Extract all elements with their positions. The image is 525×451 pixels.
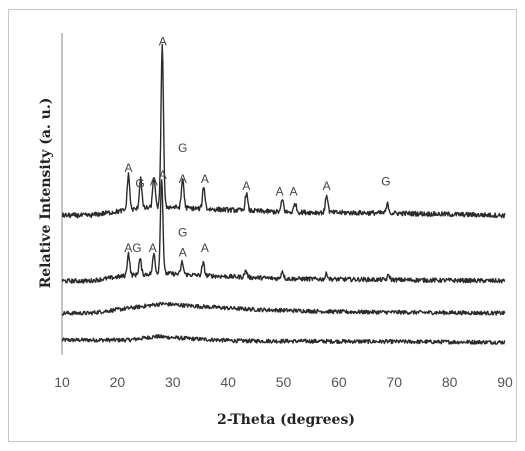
peak-label: A [179, 246, 187, 260]
x-tick-label: 20 [110, 374, 126, 390]
x-tick-label: 30 [165, 374, 181, 390]
peak-label: A [201, 172, 209, 186]
peak-label: AG [124, 241, 141, 255]
y-axis-title: Relative Intensity (a. u.) [38, 98, 54, 289]
peak-label: A [323, 179, 331, 193]
x-tick-label: 80 [442, 374, 458, 390]
peak-label: G [178, 141, 187, 155]
peak-label: A [149, 241, 157, 255]
xrd-pattern-2 [61, 301, 506, 316]
peak-label: A [201, 241, 209, 255]
xrd-pattern-4 [61, 43, 506, 219]
peak-label: A [150, 174, 158, 188]
x-tick-label: 10 [54, 374, 70, 390]
x-tick-label: 90 [497, 374, 513, 390]
xrd-pattern-3 [61, 179, 506, 284]
x-tick-label: 70 [386, 374, 402, 390]
x-tick-label: 60 [331, 374, 347, 390]
peak-label: A [159, 35, 167, 49]
peak-label: A [276, 184, 284, 198]
peak-label: A [159, 168, 167, 182]
peak-label: G [135, 177, 144, 191]
peak-label: A [289, 184, 297, 198]
peak-label: G [178, 226, 187, 240]
x-tick-label: 50 [276, 374, 292, 390]
x-tick-labels: 10 20 30 40 50 60 70 80 90 [54, 374, 513, 390]
chart-frame [8, 9, 517, 442]
peak-label: A [124, 161, 132, 175]
peak-label: A [242, 179, 250, 193]
x-tick-label: 40 [220, 374, 236, 390]
peak-label: G [381, 174, 390, 188]
peak-label: A [179, 172, 187, 186]
xrd-pattern-1 [61, 334, 506, 345]
series-group [61, 43, 506, 345]
x-axis-title: 2-Theta (degrees) [217, 412, 355, 428]
